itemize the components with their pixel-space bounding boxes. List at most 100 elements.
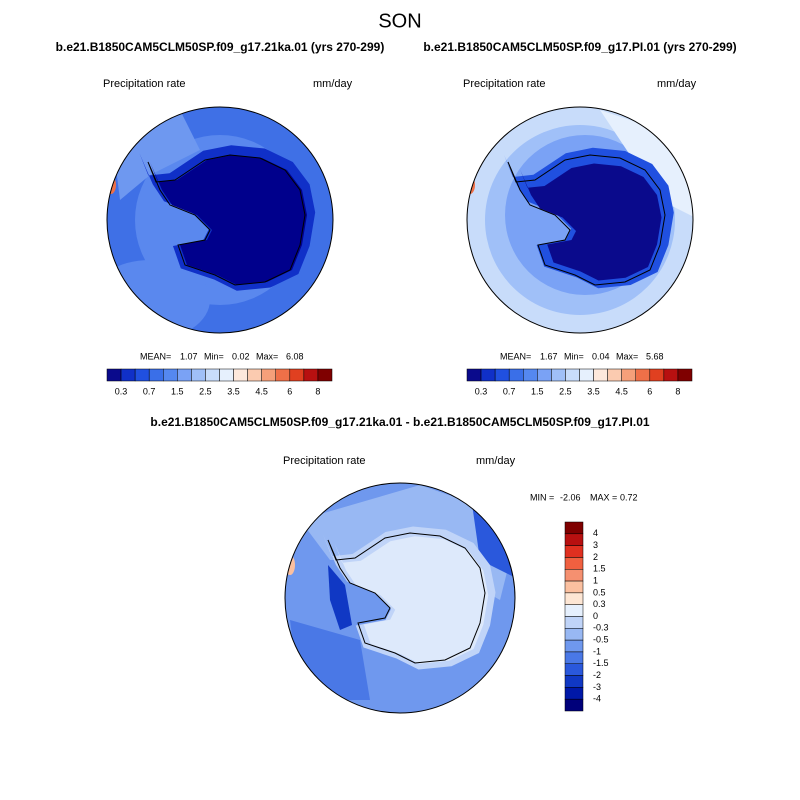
stat-value: 5.68 <box>646 351 664 361</box>
colorbar-box <box>537 368 552 382</box>
colorbar-box <box>148 368 164 382</box>
colorbar-box <box>564 521 584 535</box>
colorbar-label: -0.3 <box>593 623 609 633</box>
units-label: mm/day <box>657 78 697 90</box>
colorbar-box <box>508 368 524 382</box>
colorbar-label: -0.5 <box>593 635 609 645</box>
colorbar-box <box>564 663 584 676</box>
colorbar-box <box>480 368 496 382</box>
variable-label: Precipitation rate <box>283 455 366 467</box>
colorbar-label: 0.5 <box>593 587 606 597</box>
stat-label: Min= <box>204 351 224 361</box>
colorbar-label: 3.5 <box>587 386 600 396</box>
colorbar-box <box>163 368 178 382</box>
variable-label: Precipitation rate <box>103 78 186 90</box>
colorbar-box <box>564 675 584 688</box>
colorbar-box <box>677 368 693 382</box>
stat-value: 1.67 <box>540 351 558 361</box>
colorbar-box <box>494 368 510 382</box>
colorbar-label: -3 <box>593 682 601 692</box>
colorbar-label: 1.5 <box>531 386 544 396</box>
colorbar-box <box>607 368 622 382</box>
stat-value: 1.07 <box>180 351 198 361</box>
panel-title: b.e21.B1850CAM5CLM50SP.f09_g17.PI.01 (yr… <box>423 40 736 54</box>
panel-title: b.e21.B1850CAM5CLM50SP.f09_g17.21ka.01 (… <box>56 40 385 54</box>
colorbar-box <box>621 368 636 382</box>
colorbar-box <box>564 569 584 582</box>
colorbar-box <box>466 368 482 382</box>
figure-title: SON <box>378 10 421 32</box>
colorbar-label: 4.5 <box>615 386 628 396</box>
stat-value: 0.02 <box>232 351 250 361</box>
map-border <box>466 106 694 334</box>
colorbar-label: 2.5 <box>199 386 212 396</box>
colorbar-label: -4 <box>593 694 601 704</box>
stat-label: Max= <box>256 351 278 361</box>
colorbar-box <box>303 368 319 382</box>
colorbar-box <box>247 368 262 382</box>
colorbar-box <box>233 368 248 382</box>
colorbar-label: 0.7 <box>143 386 156 396</box>
colorbar-box <box>564 651 584 664</box>
colorbar-box <box>635 368 651 382</box>
colorbar-box <box>134 368 150 382</box>
colorbar-box <box>177 368 192 382</box>
colorbar-box <box>564 628 584 641</box>
colorbar-box <box>564 533 584 546</box>
colorbar-box <box>564 604 584 617</box>
colorbar-box <box>120 368 136 382</box>
colorbar-label: -1 <box>593 646 601 656</box>
colorbar-box <box>219 368 234 382</box>
stat-value: -2.06 <box>560 492 581 502</box>
colorbar-box <box>579 368 594 382</box>
colorbar-label: 0.3 <box>593 599 606 609</box>
stat-value: 6.08 <box>286 351 304 361</box>
units-label: mm/day <box>476 455 516 467</box>
stat-label: MAX = <box>590 492 617 502</box>
colorbar-label: 1 <box>593 575 598 585</box>
colorbar-box <box>564 639 584 653</box>
colorbar-label: -1.5 <box>593 658 609 668</box>
colorbar-label: 6 <box>647 386 652 396</box>
colorbar-box <box>593 368 608 382</box>
stat-label: MEAN= <box>140 351 171 361</box>
colorbar-box <box>564 580 584 594</box>
colorbar-label: 2 <box>593 552 598 562</box>
colorbar-box <box>564 557 584 570</box>
colorbar-label: 8 <box>675 386 680 396</box>
panel-title: b.e21.B1850CAM5CLM50SP.f09_g17.21ka.01 -… <box>150 415 649 429</box>
colorbar-box <box>523 368 538 382</box>
colorbar-label: 4.5 <box>255 386 268 396</box>
colorbar-box <box>275 368 291 382</box>
colorbar-box <box>565 368 580 382</box>
colorbar-box <box>564 698 584 712</box>
colorbar-box <box>289 368 305 382</box>
colorbar-label: 0.3 <box>475 386 488 396</box>
colorbar-label: 0.3 <box>115 386 128 396</box>
colorbar-label: 4 <box>593 528 598 538</box>
colorbar-label: 1.5 <box>593 564 606 574</box>
stat-label: Min= <box>564 351 584 361</box>
colorbar-box <box>564 545 584 558</box>
colorbar-box <box>261 368 276 382</box>
variable-label: Precipitation rate <box>463 78 546 90</box>
stat-label: MIN = <box>530 492 554 502</box>
colorbar-label: 2.5 <box>559 386 572 396</box>
colorbar-box <box>551 368 566 382</box>
colorbar-label: 1.5 <box>171 386 184 396</box>
stat-value: 0.72 <box>620 492 638 502</box>
colorbar-box <box>564 687 584 700</box>
map <box>107 107 333 333</box>
map-border <box>284 482 516 714</box>
map <box>285 483 515 713</box>
colorbar-label: 3.5 <box>227 386 240 396</box>
stat-value: 0.04 <box>592 351 610 361</box>
colorbar-label: 6 <box>287 386 292 396</box>
colorbar-box <box>106 368 122 382</box>
units-label: mm/day <box>313 78 353 90</box>
colorbar-box <box>191 368 206 382</box>
colorbar-label: 0 <box>593 611 598 621</box>
colorbar-label: 0.7 <box>503 386 516 396</box>
colorbar-label: 3 <box>593 540 598 550</box>
